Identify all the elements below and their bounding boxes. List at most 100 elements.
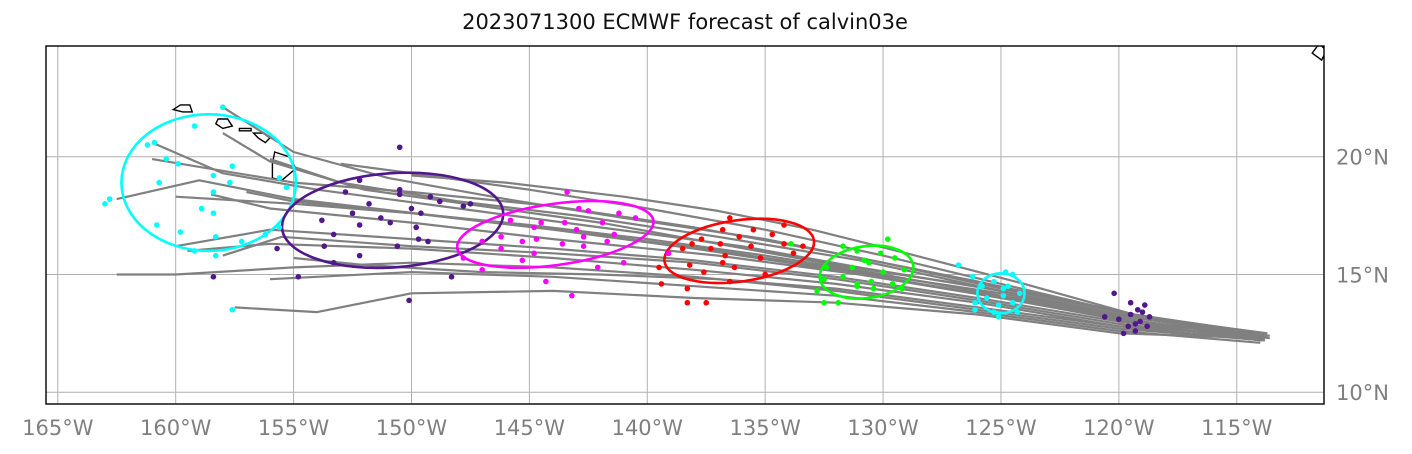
forecast-point [156, 179, 162, 186]
spread-ellipse [818, 244, 915, 300]
forecast-point [616, 210, 622, 217]
forecast-point [708, 245, 714, 252]
y-tick-labels: 10°N 15°N 20°N [1336, 146, 1389, 406]
x-tick-label: 125°W [965, 416, 1037, 440]
x-tick-label: 130°W [847, 416, 919, 440]
forecast-point [210, 189, 217, 195]
spread-ellipse [120, 113, 298, 253]
forecast-point [684, 285, 691, 292]
forecast-point [840, 243, 846, 249]
forecast-point [1101, 314, 1108, 320]
forecast-point [576, 205, 582, 212]
forecast-point [283, 184, 290, 191]
forecast-point [781, 222, 787, 228]
forecast-point [731, 264, 738, 271]
forecast-point [701, 269, 707, 275]
coastline [238, 127, 252, 132]
forecast-point [750, 226, 757, 233]
forecast-point [1120, 330, 1127, 337]
forecast-point [901, 266, 908, 273]
forecast-point [408, 205, 415, 212]
forecast-point [1000, 292, 1007, 299]
x-tick-label: 115°W [1201, 416, 1273, 440]
coastline [251, 132, 272, 144]
forecast-point [531, 224, 537, 231]
forecast-point [163, 156, 170, 162]
forecast-point [418, 210, 424, 217]
forecast-point [1139, 309, 1146, 315]
forecast-point [356, 222, 363, 228]
forecast-point [342, 189, 349, 195]
forecast-point [498, 245, 504, 252]
forecast-point [210, 172, 217, 179]
forecast-point [762, 271, 768, 278]
forecast-point [665, 250, 672, 257]
forecast-point [703, 299, 710, 306]
forecast-point [790, 250, 797, 257]
forecast-point [880, 269, 886, 275]
forecast-point [366, 201, 372, 207]
forecast-point [356, 177, 363, 184]
track-line [116, 261, 1266, 342]
forecast-point [498, 233, 504, 240]
forecast-point [396, 191, 403, 198]
forecast-point [632, 215, 639, 221]
forecast-point [396, 186, 403, 193]
forecast-point [835, 299, 842, 306]
forecast-point [1127, 311, 1134, 318]
x-tick-label: 135°W [729, 416, 801, 440]
forecast-point [415, 236, 422, 242]
forecast-point [1144, 323, 1150, 330]
forecast-point [849, 264, 856, 271]
forecast-point [840, 274, 846, 280]
forecast-point [991, 278, 997, 285]
forecast-point [573, 226, 580, 233]
forecast-point [719, 226, 726, 233]
forecast-point [1141, 302, 1148, 308]
forecast-point [866, 259, 872, 266]
forecast-point [658, 281, 665, 287]
forecast-point [877, 250, 884, 257]
forecast-point [580, 233, 587, 240]
forecast-point [955, 262, 962, 268]
x-tick-label: 165°W [22, 416, 94, 440]
forecast-point [349, 210, 356, 217]
forecast-point [748, 243, 754, 249]
forecast-point [1146, 314, 1153, 320]
forecast-point [1132, 328, 1139, 334]
forecast-point [191, 248, 198, 254]
forecast-point [543, 278, 549, 285]
forecast-point [757, 255, 764, 261]
y-tick-label: 15°N [1336, 263, 1389, 287]
forecast-point [479, 266, 486, 273]
forecast-point [800, 243, 806, 249]
forecast-point [387, 219, 394, 226]
forecast-point [979, 283, 985, 290]
forecast-point [538, 219, 544, 226]
ensemble-tracks [116, 106, 1270, 344]
forecast-point [868, 278, 875, 285]
forecast-point [736, 233, 743, 240]
forecast-point [198, 205, 205, 212]
forecast-point [356, 252, 363, 259]
forecast-point [212, 233, 219, 240]
forecast-point [823, 264, 830, 271]
forecast-point [972, 299, 978, 306]
forecast-point [821, 299, 827, 306]
forecast-point [448, 274, 455, 280]
forecast-point [177, 229, 184, 235]
forecast-point [467, 201, 474, 207]
gridlines [46, 46, 1324, 404]
forecast-point [991, 309, 997, 315]
forecast-point [295, 274, 302, 280]
forecast-point [995, 302, 1002, 308]
forecast-point [788, 241, 794, 247]
forecast-point [102, 201, 108, 207]
forecast-point [106, 196, 113, 202]
track-line [151, 158, 1261, 335]
x-tick-label: 155°W [258, 416, 330, 440]
forecast-point [769, 231, 776, 238]
forecast-point [1137, 318, 1143, 325]
forecast-point [854, 248, 860, 254]
